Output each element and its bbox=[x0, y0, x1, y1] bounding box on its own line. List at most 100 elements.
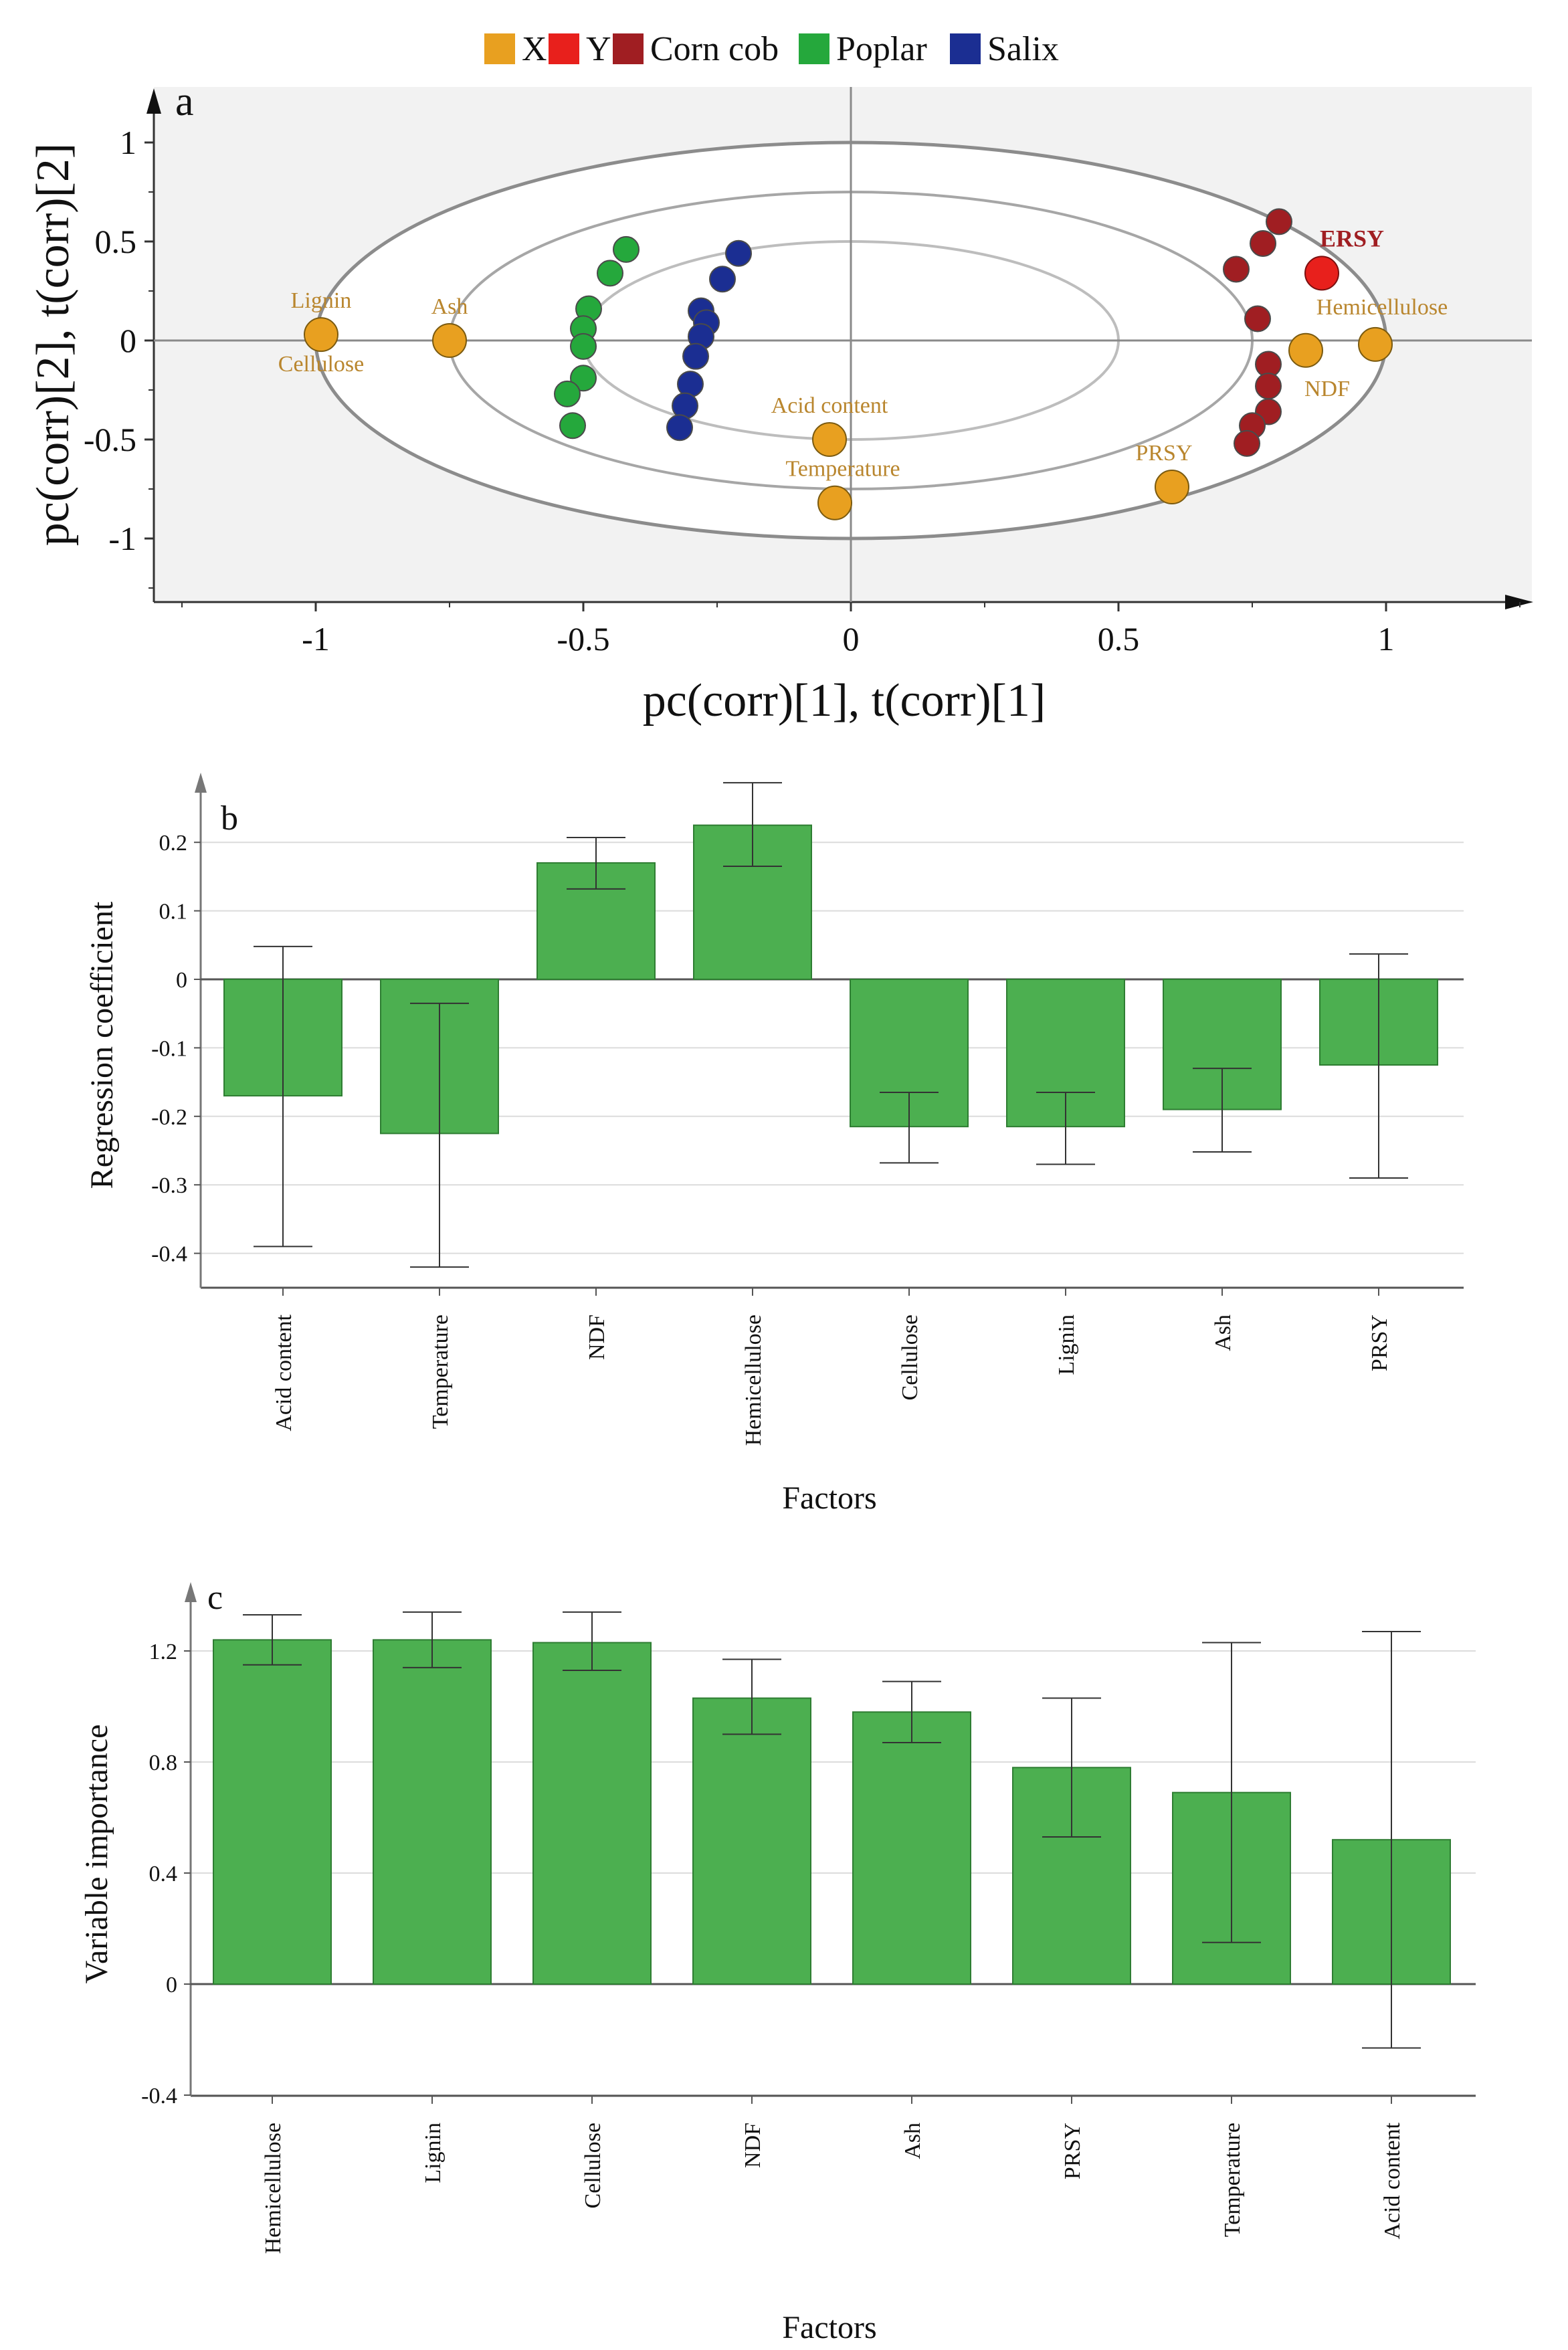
y-tick-label: 1 bbox=[120, 124, 136, 161]
panel-b-regression-coefficient-chart: 0.2 0.1 0 -0.1 -0.2 -0.3 -0.4 Acid content Tempe… bbox=[84, 773, 1464, 1516]
y-axis-title: Variable importance bbox=[79, 1725, 114, 1984]
legend-swatch-y bbox=[549, 33, 579, 64]
loading-label-lignin: Lignin bbox=[291, 288, 352, 313]
x-axis-title: Factors bbox=[782, 1480, 876, 1516]
legend-label-y: Y bbox=[586, 30, 611, 68]
x-tick-label-cellulose: Cellulose bbox=[898, 1314, 922, 1400]
y-tick-label: 0.8 bbox=[149, 1751, 178, 1775]
y-axis-title: Regression coefficient bbox=[84, 901, 120, 1189]
bar-cellulose bbox=[532, 1642, 652, 1985]
legend-label-poplar: Poplar bbox=[836, 30, 927, 68]
y-tick-label: 0 bbox=[120, 322, 136, 359]
loading-point-ash bbox=[432, 323, 467, 358]
score-point-poplar-6 bbox=[570, 365, 597, 392]
panel-c-variable-importance-chart: 1.2 0.8 0.4 0 -0.4 Hemicellulose Lignin Cellulo… bbox=[79, 1579, 1476, 2345]
legend-swatch-x bbox=[484, 33, 515, 64]
x-tick-label-lignin: Lignin bbox=[1054, 1314, 1079, 1375]
bar-ash bbox=[1163, 979, 1282, 1110]
bar-hemicellulose bbox=[213, 1639, 332, 1985]
loading-label-ash: Ash bbox=[431, 294, 468, 319]
panel-label-c: c bbox=[207, 1579, 223, 1617]
x-tick-label-ash: Ash bbox=[1211, 1314, 1236, 1351]
loading-point-prsy bbox=[1155, 470, 1189, 505]
panel-label-a: a bbox=[175, 79, 194, 124]
score-point-poplar-2 bbox=[597, 260, 623, 287]
bar-ash bbox=[852, 1711, 971, 1985]
loading-point-temperature bbox=[817, 485, 852, 520]
y-tick-label: -0.4 bbox=[141, 2084, 177, 2109]
score-point-corn-cob-9 bbox=[1234, 429, 1260, 457]
x-tick-label-temperature: Temperature bbox=[1220, 2123, 1245, 2237]
score-point-poplar-5 bbox=[570, 332, 597, 360]
y-axis-title: pc(corr)[2], t(corr)[2] bbox=[27, 143, 79, 546]
score-point-poplar-1 bbox=[613, 235, 640, 263]
legend-swatch-corn-cob bbox=[613, 33, 644, 64]
y-tick-label: 0.5 bbox=[95, 223, 137, 260]
x-tick-label-temperature: Temperature bbox=[428, 1314, 453, 1429]
legend-label-salix: Salix bbox=[987, 30, 1059, 68]
score-point-salix-6 bbox=[682, 342, 709, 370]
x-tick-label-prsy: PRSY bbox=[1367, 1314, 1392, 1371]
score-point-corn-cob-2 bbox=[1250, 229, 1276, 257]
x-tick-label-hemicellulose: Hemicellulose bbox=[261, 2123, 286, 2254]
loading-label-cellulose: Cellulose bbox=[278, 352, 364, 377]
x-tick-label: -1 bbox=[302, 620, 330, 658]
y-tick-label: 0.2 bbox=[159, 831, 188, 856]
score-point-salix-2 bbox=[709, 266, 736, 293]
response-point-ersy bbox=[1304, 256, 1339, 291]
y-tick-label: 1.2 bbox=[149, 1640, 178, 1664]
legend-label-x: X bbox=[522, 30, 547, 68]
x-tick-label: 0.5 bbox=[1098, 620, 1140, 658]
y-tick-label: 0.1 bbox=[159, 900, 188, 924]
score-point-corn-cob-6 bbox=[1255, 373, 1282, 400]
panel-a-loading-score-plot: -1 -0.5 0 0.5 1 1 0.5 0 -0.5 -1 pc(corr)[1], t(cor… bbox=[27, 79, 1533, 726]
y-tick-label: -0.5 bbox=[84, 421, 136, 458]
x-tick-label-acid-content: Acid content bbox=[272, 1314, 296, 1431]
bar-ndf bbox=[692, 1697, 811, 1985]
legend: X Y Corn cob Poplar Salix bbox=[484, 30, 1059, 68]
panel-label-b: b bbox=[221, 799, 238, 838]
y-tick-label: 0 bbox=[166, 1973, 177, 1997]
x-tick-label: 0 bbox=[843, 620, 860, 658]
loading-point-lignin bbox=[304, 317, 338, 353]
x-tick-label-hemicellulose: Hemicellulose bbox=[741, 1314, 766, 1446]
y-tick-label: -0.4 bbox=[151, 1242, 187, 1267]
x-tick-label-cellulose: Cellulose bbox=[581, 2123, 605, 2208]
x-tick-label-ndf: NDF bbox=[741, 2123, 765, 2168]
x-tick-label-acid-content: Acid content bbox=[1380, 2122, 1405, 2239]
score-point-corn-cob-1 bbox=[1266, 208, 1292, 235]
x-tick-label-ash: Ash bbox=[900, 2123, 925, 2159]
x-axis-title: pc(corr)[1], t(corr)[1] bbox=[643, 675, 1046, 726]
score-point-salix-9 bbox=[666, 414, 693, 442]
score-point-corn-cob-3 bbox=[1223, 256, 1250, 283]
response-label-ersy: ERSY bbox=[1320, 225, 1384, 252]
y-axis-arrow bbox=[146, 88, 161, 114]
score-point-poplar-7 bbox=[554, 380, 581, 407]
loading-point-hemicellulose bbox=[1358, 326, 1393, 362]
y-tick-label: -0.2 bbox=[151, 1105, 187, 1130]
score-point-poplar-8 bbox=[559, 412, 586, 439]
x-tick-label-prsy: PRSY bbox=[1060, 2123, 1085, 2179]
loading-point-acid-content bbox=[812, 422, 847, 457]
score-point-salix-1 bbox=[725, 239, 752, 267]
bar-lignin bbox=[373, 1639, 492, 1985]
x-axis-title: Factors bbox=[782, 2310, 876, 2345]
legend-swatch-salix bbox=[950, 33, 981, 64]
score-point-corn-cob-4 bbox=[1244, 305, 1271, 332]
y-tick-label: 0.4 bbox=[149, 1862, 178, 1886]
loading-label-acid-content: Acid content bbox=[771, 393, 888, 418]
x-tick-label-lignin: Lignin bbox=[421, 2123, 446, 2183]
loading-label-hemicellulose: Hemicellulose bbox=[1316, 295, 1448, 320]
y-tick-label: -1 bbox=[108, 520, 136, 557]
x-tick-label-ndf: NDF bbox=[585, 1314, 609, 1360]
y-axis-arrow bbox=[195, 773, 207, 793]
legend-label-corn-cob: Corn cob bbox=[650, 30, 779, 68]
y-axis-arrow bbox=[185, 1582, 197, 1602]
y-tick-label: -0.3 bbox=[151, 1173, 187, 1198]
loading-label-prsy: PRSY bbox=[1135, 441, 1192, 466]
loading-label-temperature: Temperature bbox=[785, 457, 900, 482]
x-tick-label: -0.5 bbox=[557, 620, 609, 658]
y-tick-label: 0 bbox=[176, 968, 187, 993]
y-tick-label: -0.1 bbox=[151, 1036, 187, 1061]
